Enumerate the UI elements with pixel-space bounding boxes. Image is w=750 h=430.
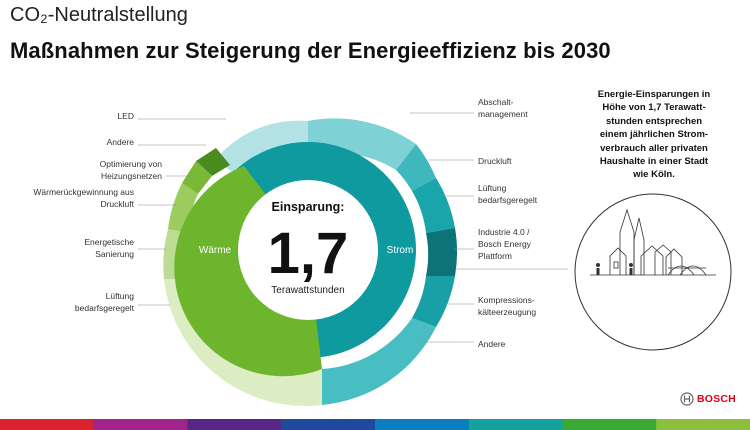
info-box-text: Energie-Einsparungen in Höhe von 1,7 Ter…: [597, 89, 711, 181]
label-strom: Strom: [387, 245, 414, 256]
segment-outer-waermerueck: [168, 183, 198, 233]
footer-stripe-segment: [187, 419, 283, 430]
label-andere-right: Andere: [478, 339, 506, 349]
segment-outer-kompression: [412, 276, 455, 327]
footer-stripe: [0, 419, 750, 430]
bosch-logo: BOSCH: [680, 392, 736, 406]
footer-stripe-segment: [375, 419, 470, 430]
page-title: Maßnahmen zur Steigerung der Energieeffi…: [10, 38, 611, 63]
label-heizungsnetze: Optimierung von Heizungsnetzen: [99, 159, 162, 181]
label-abschalt: Abschalt- management: [478, 97, 528, 119]
footer-stripe-segment: [0, 419, 95, 430]
segment-outer-abschalt: [308, 118, 416, 170]
segment-outer-druckluft: [396, 144, 436, 191]
segment-outer-industrie: [426, 228, 458, 276]
segment-outer-lueftung-right: [412, 178, 455, 233]
center-heading: Einsparung:: [272, 200, 345, 214]
segment-outer-heizungsnetze: [182, 161, 212, 194]
label-industrie: Industrie 4.0 / Bosch Energy Plattform: [478, 227, 531, 261]
people-icon: [596, 263, 633, 275]
footer-stripe-segment: [656, 419, 750, 430]
bosch-armature-icon: [680, 392, 694, 406]
label-lueftung-right: Lüftung bedarfsgeregelt: [478, 183, 538, 205]
footer-stripe-segment: [281, 419, 376, 430]
label-waerme: Wärme: [199, 245, 232, 256]
footer-stripe-segment: [468, 419, 564, 430]
label-kompression: Kompressions- kälteerzeugung: [478, 295, 537, 317]
label-waermerueck: Wärmerückgewinnung aus Druckluft: [33, 187, 134, 209]
center-value: 1,7: [268, 221, 349, 286]
bosch-wordmark: BOSCH: [697, 393, 736, 405]
segment-outer-andere-left: [196, 148, 230, 176]
label-lueftung-left: Lüftung bedarfsgeregelt: [74, 291, 134, 313]
label-led: LED: [117, 111, 134, 121]
cologne-skyline-icon: [590, 208, 716, 276]
footer-stripe-segment: [93, 419, 189, 430]
segment-outer-andere-right: [322, 318, 436, 405]
center-disc: [238, 180, 378, 320]
city-circle: [574, 193, 732, 351]
center-unit: Terawattstunden: [271, 285, 344, 296]
label-sanierung: Energetische Sanierung: [84, 237, 134, 259]
footer-stripe-segment: [562, 419, 658, 430]
segment-outer-led: [216, 120, 308, 182]
title: CO₂-Neutralstellung: [10, 4, 188, 26]
label-andere-left: Andere: [106, 137, 134, 147]
label-druckluft: Druckluft: [478, 156, 512, 166]
